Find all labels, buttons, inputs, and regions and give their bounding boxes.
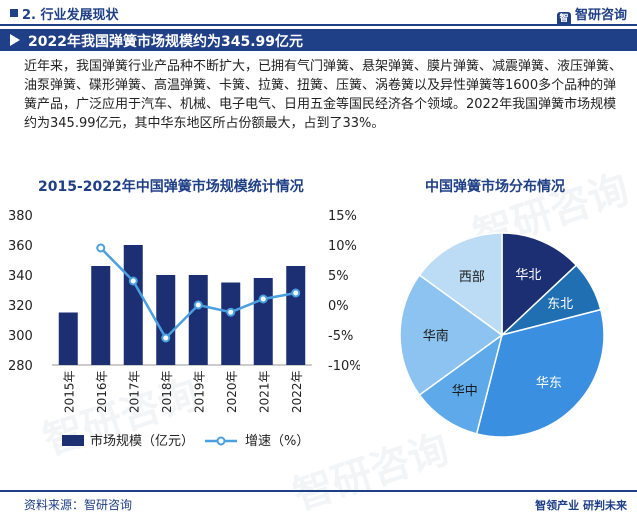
y-left-tick-label: 300	[8, 329, 33, 344]
pie-slice	[501, 232, 578, 337]
pie-slice-label: 华南	[423, 328, 449, 344]
y-left-tick-label: 340	[8, 269, 33, 284]
x-tick-label: 2019年	[192, 370, 206, 413]
y-right-tick-label: 5%	[328, 269, 349, 284]
pie-slice-label: 华北	[515, 268, 541, 283]
y-left-tick-label: 380	[8, 209, 33, 224]
y-right-tick-label: -5%	[328, 329, 353, 344]
y-right-tick-label: 15%	[328, 209, 357, 224]
title-banner: 2022年我国弹簧市场规模约为345.99亿元	[0, 29, 637, 51]
brand-logo: 智智研咨询	[556, 4, 627, 26]
growth-point	[128, 276, 138, 286]
legend-bar-label: 市场规模（亿元）	[90, 433, 194, 449]
legend-line-label: 增速（%）	[245, 434, 309, 449]
pie-slice-label: 西部	[459, 270, 485, 285]
y-left-tick-label: 360	[8, 239, 33, 254]
footer-divider	[0, 490, 637, 492]
pie-slice	[399, 273, 504, 397]
pie-slice	[418, 232, 503, 337]
x-tick-label: 2016年	[95, 370, 109, 413]
growth-point	[193, 300, 203, 310]
x-tick-label: 2022年	[290, 370, 304, 413]
growth-point	[161, 333, 171, 343]
bar-line-chart: 380 360 340 320 300 280 15% 10% 5% 0% -5% -10% 2015年…	[8, 209, 360, 449]
x-tick-label: 2018年	[160, 370, 174, 413]
pie-slice-label: 华东	[536, 376, 562, 391]
pie-slice	[418, 333, 504, 435]
bar	[221, 282, 241, 365]
bar	[188, 275, 208, 365]
bar-chart-title: 2015-2022年中国弹簧市场规模统计情况	[38, 179, 304, 195]
brand-logo-text: 智研咨询	[574, 8, 627, 23]
page-title: 2022年我国弹簧市场规模约为345.99亿元	[28, 34, 303, 50]
pie-slice	[475, 308, 605, 438]
growth-point	[96, 243, 106, 253]
bar	[91, 266, 111, 365]
y-left-tick-label: 280	[8, 359, 33, 374]
y-right-tick-label: 0%	[328, 299, 349, 314]
x-tick-label: 2015年	[62, 370, 76, 413]
bar	[58, 312, 78, 365]
x-tick-label: 2021年	[257, 370, 271, 413]
bar	[123, 245, 143, 365]
growth-point	[291, 288, 301, 298]
x-tick-label: 2020年	[225, 370, 239, 413]
pie-slice-label: 东北	[547, 297, 573, 312]
pie-slice-label: 华中	[452, 384, 478, 399]
growth-point	[226, 307, 236, 317]
growth-point	[258, 294, 268, 304]
y-left-tick-label: 320	[8, 299, 33, 314]
y-right-tick-label: 10%	[328, 239, 357, 254]
source-note: 资料来源：智研咨询	[24, 498, 133, 512]
footer-logo: 智领产业 研判未来	[535, 499, 627, 512]
bar	[286, 266, 306, 365]
legend-bar-swatch	[62, 435, 84, 446]
brand-logo-icon: 智	[556, 12, 571, 26]
top-bar: 2. 行业发展现状 智智研咨询	[0, 0, 637, 26]
x-tick-label: 2017年	[127, 370, 141, 413]
section-marker-icon	[10, 9, 18, 17]
bar	[156, 275, 176, 365]
y-right-tick-label: -10%	[328, 359, 360, 374]
play-arrow-icon	[10, 34, 20, 46]
legend-line-marker	[216, 436, 226, 446]
summary-paragraph: 近年来，我国弹簧行业产品种不断扩大，已拥有气门弹簧、悬架弹簧、膜片弹簧、减震弹簧…	[24, 59, 623, 131]
pie-chart-title: 中国弹簧市场分布情况	[425, 179, 565, 195]
section-label: 2. 行业发展现状	[22, 8, 119, 23]
bar	[253, 278, 273, 365]
